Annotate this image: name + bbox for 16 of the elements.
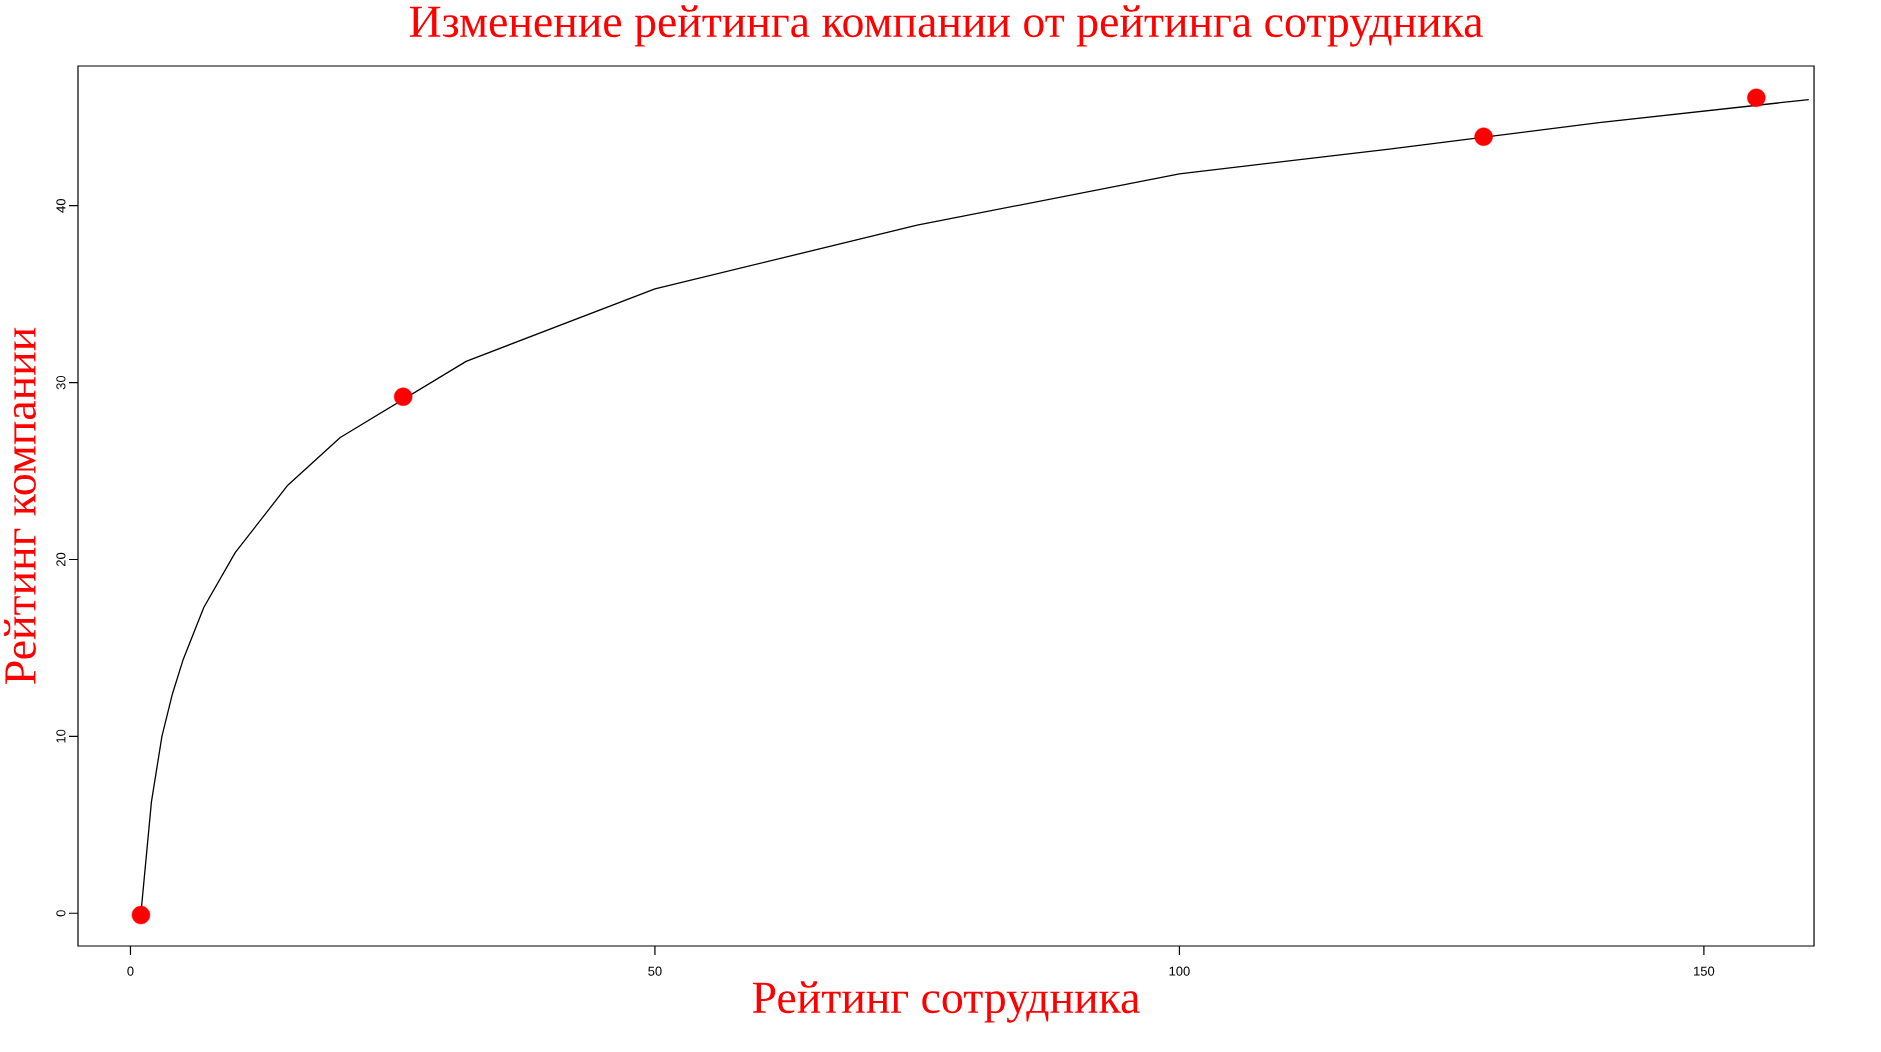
- point: [131, 905, 151, 925]
- point: [393, 387, 413, 406]
- y-tick-label: 40: [56, 199, 66, 213]
- y-axis-title: Рейтинг компании: [4, 327, 36, 684]
- x-tick-label: 0: [127, 966, 134, 976]
- x-tick-label: 150: [1694, 966, 1715, 976]
- y-tick-label: 10: [56, 729, 66, 743]
- point: [1747, 88, 1766, 108]
- point: [1474, 127, 1493, 146]
- y-tick-label: 0: [56, 910, 66, 917]
- x-axis-title: Рейтинг сотрудника: [752, 981, 1140, 1023]
- x-tick-label: 100: [1169, 966, 1190, 976]
- x-tick-label: 50: [648, 966, 662, 976]
- chart-title: Изменение рейтинга компании от рейтинга сотрудника: [409, 5, 1483, 47]
- y-tick-label: 20: [56, 552, 66, 567]
- y-tick-label: 30: [56, 375, 66, 390]
